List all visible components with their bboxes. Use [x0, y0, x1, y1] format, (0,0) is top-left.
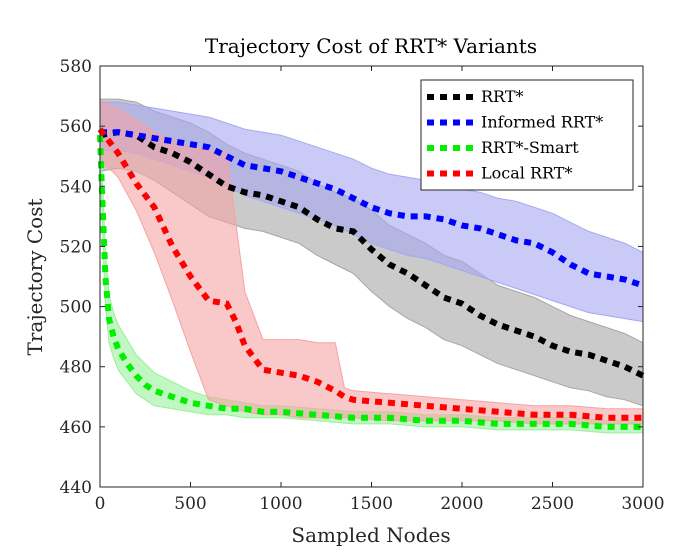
- y-axis-title: Trajectory Cost: [23, 198, 47, 355]
- y-tick-label-0: 440: [60, 478, 92, 498]
- series-line-3: [97, 127, 643, 421]
- y-tick-label-2: 480: [60, 358, 92, 378]
- series-line-1: [100, 129, 644, 289]
- y-tick-label-3: 500: [60, 298, 92, 318]
- x-tick-label-0: 0: [95, 494, 106, 514]
- legend-label-1: Informed RRT*: [481, 113, 603, 132]
- x-tick-label-1: 500: [174, 494, 206, 514]
- x-tick-label-4: 2000: [440, 494, 483, 514]
- legend: RRT* Informed RRT* RRT*-Smart Local RRT*: [420, 79, 634, 191]
- chart-title: Trajectory Cost of RRT* Variants: [205, 34, 537, 58]
- x-tick-label-6: 3000: [621, 494, 664, 514]
- y-tick-label-7: 580: [60, 57, 92, 77]
- y-tick-label-6: 560: [60, 117, 92, 137]
- legend-label-2: RRT*-Smart: [481, 138, 579, 157]
- y-tick-label-5: 540: [60, 177, 92, 197]
- legend-label-3: Local RRT*: [481, 164, 572, 183]
- x-axis-title: Sampled Nodes: [291, 523, 450, 547]
- y-tick-label-1: 460: [60, 418, 92, 438]
- series-line-0: [99, 129, 645, 379]
- x-tick-label-3: 1500: [350, 494, 393, 514]
- legend-label-0: RRT*: [481, 87, 523, 106]
- x-tick-label-5: 2500: [531, 494, 574, 514]
- x-tick-label-2: 1000: [259, 494, 302, 514]
- series-line-2: [97, 135, 643, 430]
- plot-area: 0 500 1000 1500 2000 2500 3000 440 460 480 500 520 5…: [60, 57, 665, 514]
- y-tick-label-4: 520: [60, 237, 92, 257]
